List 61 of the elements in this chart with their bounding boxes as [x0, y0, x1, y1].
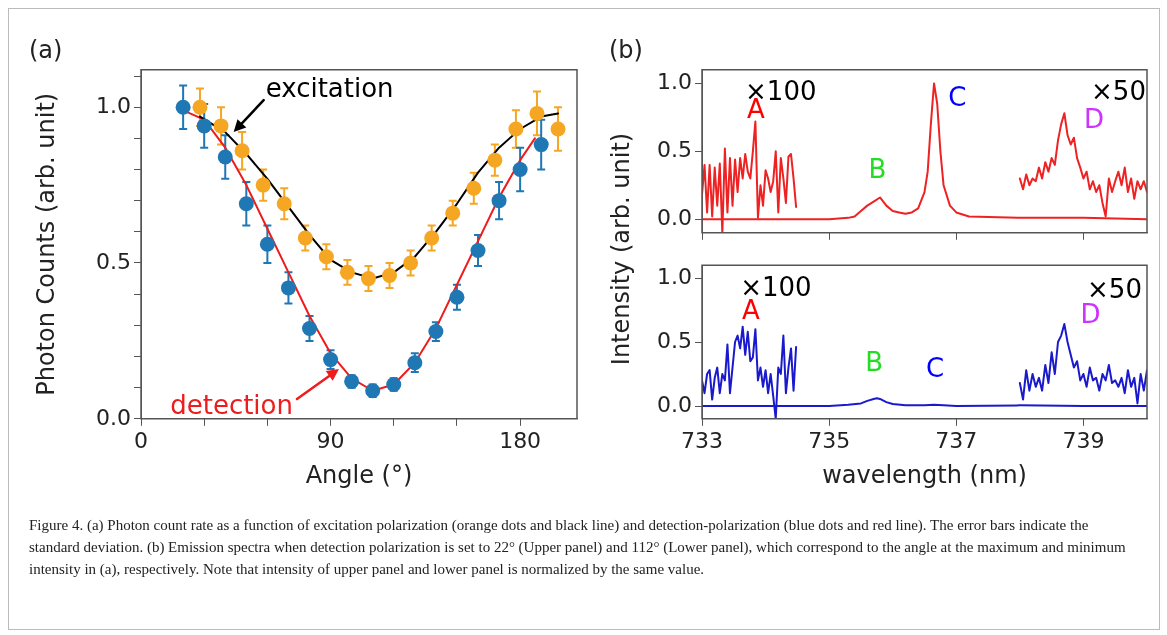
point: [449, 289, 465, 305]
point: [445, 205, 461, 221]
point: [318, 249, 334, 265]
y-tick-label: 0.0: [96, 404, 131, 430]
point: [491, 193, 507, 209]
annotation: C: [926, 352, 945, 383]
annotation: B: [868, 154, 887, 185]
point: [487, 152, 503, 168]
y-tick-label: 0.5: [657, 137, 692, 163]
y-axis-title: Intensity (arb. unit): [607, 132, 635, 366]
point: [550, 121, 566, 137]
point: [217, 149, 233, 165]
y-tick-label: 0.0: [657, 391, 692, 417]
point: [234, 143, 250, 159]
y-tick-label: 0.5: [657, 327, 692, 353]
x-tick-label: 739: [1062, 427, 1105, 453]
point: [382, 267, 398, 283]
point: [297, 230, 313, 246]
point: [403, 255, 419, 271]
point: [259, 236, 275, 252]
x-tick-label: 90: [316, 427, 345, 453]
x-axis-title: Angle (°): [305, 460, 413, 489]
annotation: D: [1084, 104, 1105, 135]
point: [213, 118, 229, 134]
point: [470, 243, 486, 259]
annotation: C: [948, 82, 967, 113]
point: [466, 180, 482, 196]
point: [175, 99, 191, 115]
annotation: detection: [170, 389, 293, 420]
y-tick-label: 1.0: [657, 69, 692, 95]
point: [196, 118, 212, 134]
x-tick-label: 0: [134, 427, 148, 453]
annotation: excitation: [265, 72, 394, 103]
x-axis-title: wavelength (nm): [822, 460, 1027, 489]
chart-title: (a): [29, 35, 63, 64]
caption: Figure 4. (a) Photon count rate as a function of excitation polarization (orange dots and black line) and detection-polarization (blue dots and red line). The error bars indicate the standard deviation. (b) Emission spectra when detection polarization is set to 22° (Upper panel) and 112° (Lower panel), which correspond to the angle at the maximum and minimum intensity in (a), respectively. Note that intensity of upper panel and lower panel is normalized by the same value.: [29, 516, 1127, 579]
chart-title: (b): [609, 35, 643, 64]
point: [280, 280, 296, 296]
point: [529, 105, 545, 121]
y-axis-title: Photon Counts (arb. unit): [31, 92, 60, 396]
point: [339, 264, 355, 280]
y-tick-label: 1.0: [96, 92, 131, 118]
x-tick-label: 737: [935, 427, 978, 453]
point: [276, 196, 292, 212]
point: [302, 320, 317, 336]
point: [255, 177, 271, 193]
point: [533, 137, 549, 153]
point: [192, 99, 208, 115]
y-tick-label: 0.5: [96, 248, 131, 274]
x-tick-label: 733: [681, 427, 723, 453]
point: [424, 230, 440, 246]
point: [360, 271, 376, 287]
x-tick-label: 735: [808, 427, 851, 453]
point: [238, 196, 254, 212]
y-tick-label: 0.0: [657, 204, 692, 230]
point: [512, 162, 528, 178]
annotation: B: [865, 346, 884, 377]
point: [508, 121, 524, 137]
annotation: ×50: [1091, 75, 1146, 106]
y-tick-label: 1.0: [657, 263, 692, 289]
x-tick-label: 180: [499, 427, 542, 453]
